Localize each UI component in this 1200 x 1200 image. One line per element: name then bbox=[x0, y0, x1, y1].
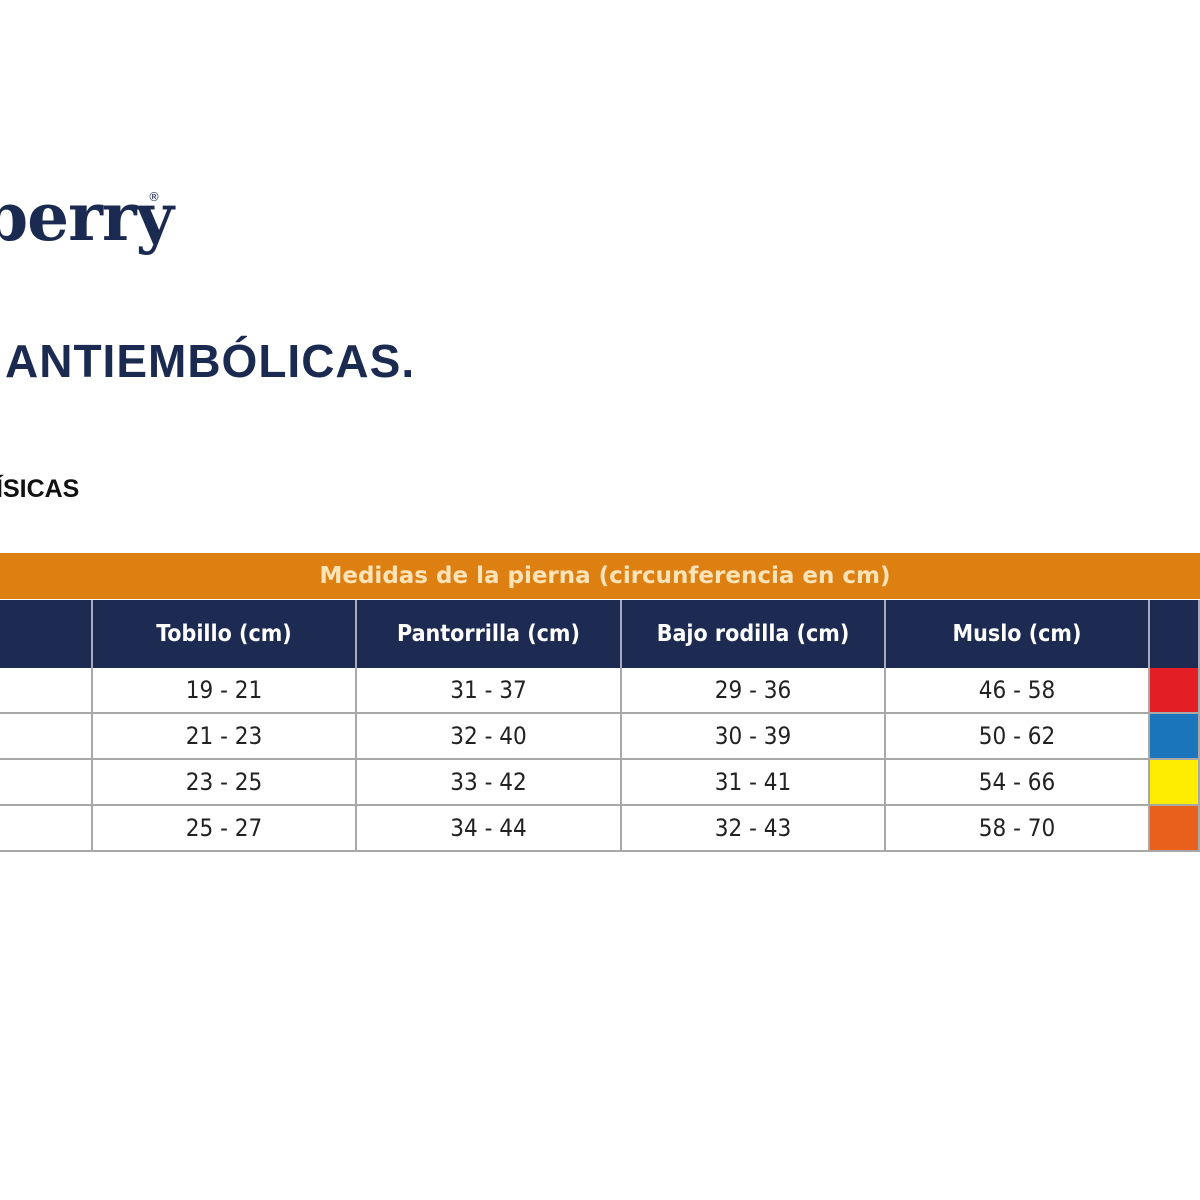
logo: berry bbox=[0, 178, 174, 256]
table-cell: 50 - 62 bbox=[886, 714, 1150, 760]
group-header: Medidas de la pierna (circunferencia en … bbox=[0, 553, 1200, 599]
table-cell: 31 - 41 bbox=[622, 760, 886, 806]
header-cell: Pantorrilla (cm) bbox=[357, 600, 622, 668]
table-cell bbox=[0, 760, 93, 806]
table-cell: 23 - 25 bbox=[93, 760, 357, 806]
header-cell: Bajo rodilla (cm) bbox=[622, 600, 886, 668]
table-cell: 29 - 36 bbox=[622, 668, 886, 714]
header-cell: Muslo (cm) bbox=[886, 600, 1150, 668]
table-cell: 58 - 70 bbox=[886, 806, 1150, 852]
header-cell bbox=[0, 600, 93, 668]
table-cell: 46 - 58 bbox=[886, 668, 1150, 714]
table-cell: 30 - 39 bbox=[622, 714, 886, 760]
color-swatch bbox=[1150, 806, 1200, 852]
table-cell: 32 - 40 bbox=[357, 714, 622, 760]
table-cell bbox=[0, 714, 93, 760]
table-cell: 19 - 21 bbox=[93, 668, 357, 714]
table-cell: 34 - 44 bbox=[357, 806, 622, 852]
table-cell: 21 - 23 bbox=[93, 714, 357, 760]
registered-mark: ® bbox=[148, 190, 160, 204]
header-cell: Tobillo (cm) bbox=[93, 600, 357, 668]
table-cell: 54 - 66 bbox=[886, 760, 1150, 806]
table-cell bbox=[0, 668, 93, 714]
table-cell: 32 - 43 bbox=[622, 806, 886, 852]
header-cell bbox=[1150, 600, 1200, 668]
table-cell bbox=[0, 806, 93, 852]
color-swatch bbox=[1150, 714, 1200, 760]
subtitle: ÍSICAS bbox=[0, 475, 80, 503]
color-swatch bbox=[1150, 760, 1200, 806]
table-cell: 31 - 37 bbox=[357, 668, 622, 714]
title: ANTIEMBÓLICAS. bbox=[5, 335, 416, 387]
table-cell: 25 - 27 bbox=[93, 806, 357, 852]
color-swatch bbox=[1150, 668, 1200, 714]
table-cell: 33 - 42 bbox=[357, 760, 622, 806]
